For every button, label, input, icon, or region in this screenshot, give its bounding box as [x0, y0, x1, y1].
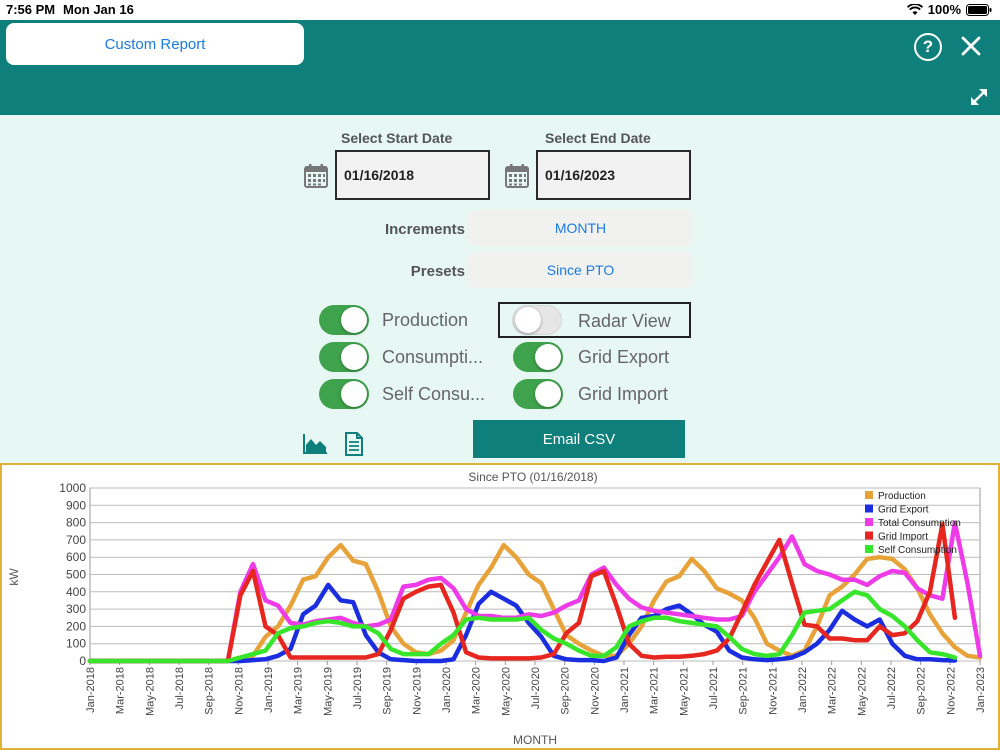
legend-swatch	[865, 545, 873, 553]
self-consumption-toggle[interactable]	[319, 379, 369, 409]
status-bar: 7:56 PM Mon Jan 16 100%	[0, 0, 1000, 20]
close-icon[interactable]	[958, 33, 984, 59]
wifi-icon	[906, 3, 923, 15]
y-tick-label: 100	[66, 637, 86, 651]
x-tick-label: Mar-2021	[649, 667, 661, 714]
x-tick-label: Jan-2019	[263, 667, 275, 713]
presets-select[interactable]: Since PTO	[468, 252, 693, 288]
custom-report-button[interactable]: Custom Report	[6, 23, 304, 65]
grid-import-toggle[interactable]	[513, 379, 563, 409]
increments-select[interactable]: MONTH	[468, 210, 693, 246]
radar-view-focus-box	[498, 302, 691, 338]
x-tick-label: Mar-2020	[471, 667, 483, 714]
document-icon[interactable]	[344, 432, 364, 456]
y-tick-label: 700	[66, 533, 86, 547]
legend-label: Total Consumption	[878, 518, 961, 529]
increments-label: Increments	[384, 221, 465, 238]
chart-panel: Since PTO (01/16/2018) kW MONTH 0 100 200 3…	[0, 463, 1000, 750]
presets-label: Presets	[410, 263, 465, 280]
area-chart-icon[interactable]	[302, 433, 328, 455]
legend-swatch	[865, 504, 873, 513]
x-tick-label: Nov-2020	[589, 667, 601, 715]
x-tick-label: Nov-2022	[945, 667, 957, 715]
calendar-icon[interactable]	[303, 163, 329, 189]
x-tick-label: Mar-2019	[293, 667, 305, 714]
status-date: Mon Jan 16	[63, 2, 134, 17]
grid-export-toggle[interactable]	[513, 342, 563, 372]
start-date-label: Select Start Date	[341, 130, 453, 146]
radar-view-toggle-label: Radar View	[578, 311, 671, 331]
x-tick-label: May-2019	[322, 667, 334, 716]
consumption-toggle-label: Consumpti...	[382, 347, 484, 367]
x-tick-label: Sep-2018	[204, 667, 216, 715]
x-tick-label: Jan-2021	[619, 667, 631, 713]
series-line-grid-import	[87, 522, 958, 664]
chart-x-axis-label: MONTH	[513, 733, 557, 747]
x-tick-label: Jan-2020	[441, 667, 453, 713]
end-date-label: Select End Date	[545, 130, 651, 146]
x-tick-label: May-2018	[144, 667, 156, 716]
grid-export-toggle-label: Grid Export	[578, 347, 670, 367]
report-settings-panel	[0, 115, 1000, 463]
status-time: 7:56 PM	[6, 2, 56, 17]
x-tick-label: Jan-2018	[85, 667, 97, 713]
y-tick-label: 0	[79, 654, 86, 668]
line-chart: Since PTO (01/16/2018) kW MONTH 0 100 200 3…	[7, 470, 987, 747]
start-date-field[interactable]: 01/16/2018	[335, 150, 490, 200]
x-tick-label: Jan-2022	[797, 667, 809, 713]
x-tick-label: Jul-2022	[886, 667, 898, 709]
legend-label: Grid Export	[878, 505, 929, 516]
legend-label: Production	[878, 491, 926, 502]
y-tick-label: 500	[66, 568, 86, 582]
help-icon[interactable]: ?	[914, 33, 942, 61]
x-tick-label: May-2020	[500, 667, 512, 716]
x-tick-label: May-2022	[856, 667, 868, 716]
legend-label: Self Consumption	[878, 545, 957, 556]
y-tick-label: 800	[66, 516, 86, 530]
y-tick-label: 600	[66, 550, 86, 564]
y-tick-label: 400	[66, 585, 86, 599]
x-tick-label: Jul-2020	[530, 667, 542, 709]
x-tick-label: Jul-2018	[174, 667, 186, 709]
x-tick-label: May-2021	[678, 667, 690, 716]
series-line-self-consumption	[87, 589, 958, 664]
calendar-icon[interactable]	[504, 163, 530, 189]
y-tick-label: 1000	[59, 481, 86, 495]
battery-icon	[966, 3, 992, 16]
y-tick-label: 300	[66, 602, 86, 616]
legend-swatch	[865, 531, 873, 540]
legend-label: Grid Import	[878, 532, 928, 543]
x-tick-label: Nov-2018	[233, 667, 245, 715]
chart-title: Since PTO (01/16/2018)	[468, 470, 597, 484]
x-tick-label: Sep-2020	[560, 667, 572, 715]
consumption-toggle[interactable]	[319, 342, 369, 372]
legend-swatch	[865, 491, 873, 499]
legend-swatch	[865, 518, 873, 526]
x-tick-label: Nov-2021	[767, 667, 779, 715]
x-tick-label: Sep-2022	[916, 667, 928, 715]
expand-icon[interactable]	[968, 86, 990, 108]
production-toggle[interactable]	[319, 305, 369, 335]
radar-view-toggle[interactable]	[512, 305, 562, 335]
x-tick-label: Mar-2018	[115, 667, 127, 714]
y-tick-label: 900	[66, 498, 86, 512]
status-right: 100%	[906, 2, 992, 17]
battery-percent: 100%	[927, 2, 961, 17]
production-toggle-label: Production	[382, 310, 469, 330]
self-consumption-toggle-label: Self Consu...	[382, 384, 486, 404]
x-tick-label: Sep-2019	[382, 667, 394, 715]
series-line-grid-export	[87, 582, 958, 664]
x-tick-label: Jul-2019	[352, 667, 364, 709]
x-tick-label: Sep-2021	[738, 667, 750, 715]
end-date-field[interactable]: 01/16/2023	[536, 150, 691, 200]
y-tick-label: 200	[66, 619, 86, 633]
x-tick-label: Nov-2019	[411, 667, 423, 715]
email-csv-button[interactable]: Email CSV	[473, 420, 685, 458]
x-tick-label: Jan-2023	[975, 667, 987, 713]
chart-y-axis-label: kW	[7, 568, 21, 586]
x-tick-label: Mar-2022	[827, 667, 839, 714]
grid-import-toggle-label: Grid Import	[578, 384, 669, 404]
x-tick-label: Jul-2021	[708, 667, 720, 709]
